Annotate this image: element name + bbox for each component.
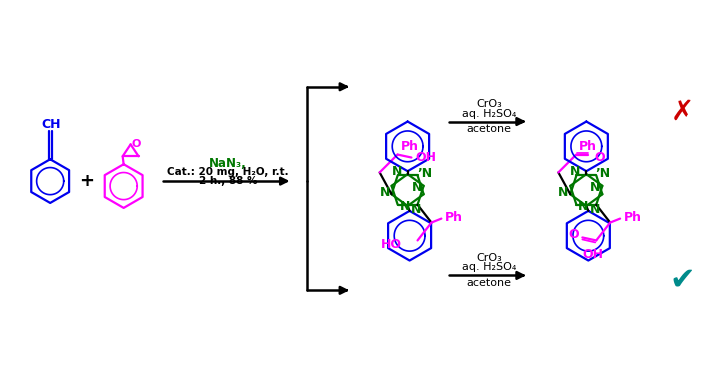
Text: ✔: ✔ <box>670 266 696 295</box>
Text: O: O <box>132 139 141 149</box>
Text: CH: CH <box>41 118 61 131</box>
Text: N: N <box>590 203 601 216</box>
Text: N: N <box>391 165 402 178</box>
Text: CrO₃: CrO₃ <box>476 253 502 262</box>
Text: HO: HO <box>381 238 402 251</box>
Text: N: N <box>399 200 410 213</box>
Text: O: O <box>594 151 605 164</box>
Text: NaN₃,: NaN₃, <box>209 157 247 170</box>
Text: N: N <box>558 186 569 199</box>
Text: ’N: ’N <box>417 167 432 180</box>
Text: ’N: ’N <box>596 167 610 180</box>
Text: Ph: Ph <box>401 140 418 153</box>
Text: acetone: acetone <box>467 278 511 289</box>
Text: Ph: Ph <box>445 211 464 224</box>
Text: aq. H₂SO₄: aq. H₂SO₄ <box>462 109 516 118</box>
Text: N: N <box>411 181 422 194</box>
Text: ✗: ✗ <box>671 98 694 126</box>
Text: CrO₃: CrO₃ <box>476 99 502 109</box>
Text: N: N <box>411 203 422 216</box>
Text: Ph: Ph <box>624 211 642 224</box>
Text: N: N <box>379 186 390 199</box>
Text: N: N <box>578 200 588 213</box>
Text: OH: OH <box>583 248 604 261</box>
Text: Cat.: 20 mg, H₂O, r.t.: Cat.: 20 mg, H₂O, r.t. <box>167 167 289 177</box>
Text: aq. H₂SO₄: aq. H₂SO₄ <box>462 262 516 273</box>
Text: N: N <box>570 165 581 178</box>
Text: 2 h., 88 %: 2 h., 88 % <box>199 176 257 186</box>
Text: +: + <box>79 172 94 190</box>
Text: acetone: acetone <box>467 124 511 135</box>
Text: N: N <box>591 181 601 194</box>
Text: O: O <box>569 228 579 241</box>
Text: Ph: Ph <box>579 140 597 153</box>
Text: OH: OH <box>415 151 437 164</box>
